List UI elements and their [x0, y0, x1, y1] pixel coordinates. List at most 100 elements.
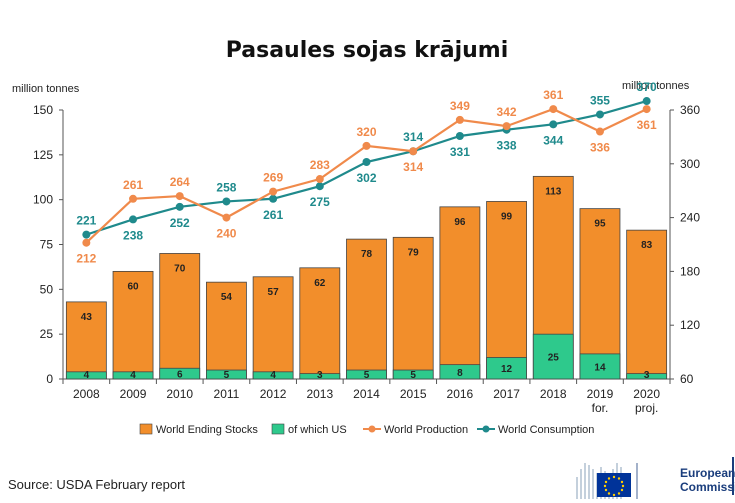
consumption-point	[595, 110, 604, 119]
us-bar	[579, 353, 621, 380]
stock-bar	[299, 267, 341, 380]
us-bar	[486, 357, 527, 380]
eu-stars-icon	[603, 475, 625, 497]
chart-title: Pasaules sojas krājumi	[226, 38, 509, 63]
consumption-point	[549, 120, 558, 129]
consumption-point	[269, 194, 278, 203]
consumption-point-label: 252	[170, 216, 190, 230]
stock-bar	[626, 229, 668, 380]
stock-bar	[439, 206, 481, 380]
production-point-label: 261	[123, 178, 143, 192]
consumption-point-label: 370	[637, 80, 657, 94]
production-point-label: 283	[310, 158, 330, 172]
us-bar-label: 4	[130, 370, 136, 381]
legend-label: World Ending Stocks	[156, 424, 258, 436]
us-bar-label: 3	[644, 370, 650, 381]
us-bar	[299, 373, 341, 380]
production-point-label: 336	[590, 141, 610, 155]
stock-bar-label: 95	[594, 219, 606, 230]
x-tick-label: 2014	[353, 387, 380, 401]
consumption-point	[315, 182, 324, 191]
production-point	[175, 192, 184, 201]
consumption-point	[129, 215, 138, 224]
x-tick-label: 2010	[166, 387, 193, 401]
x-tick-label: 2013	[306, 387, 333, 401]
consumption-point-label: 302	[356, 171, 376, 185]
legend-label: World Production	[384, 424, 468, 436]
left-tick-label: 75	[40, 238, 54, 252]
production-point-label: 212	[76, 252, 96, 266]
production-point	[455, 115, 464, 124]
us-bar	[65, 371, 107, 380]
us-bar-label: 5	[224, 370, 230, 381]
us-bar-label: 4	[84, 370, 90, 381]
production-point	[502, 122, 511, 131]
production-point	[549, 105, 558, 114]
right-tick-label: 120	[680, 318, 700, 332]
logo-line-2: Commission	[680, 480, 735, 494]
x-tick-label: 2019	[587, 387, 614, 401]
production-point	[642, 105, 651, 114]
stock-bar-label: 60	[127, 281, 139, 292]
logo-text: European Commission	[680, 466, 735, 494]
us-bar	[392, 369, 434, 380]
us-bar	[626, 373, 668, 380]
consumption-point-label: 331	[450, 145, 470, 159]
european-commission-logo	[576, 457, 734, 499]
stock-bar	[159, 253, 201, 380]
stock-bar-label: 43	[81, 312, 93, 323]
stock-bar-label: 70	[174, 263, 186, 274]
left-tick-label: 0	[46, 372, 53, 386]
us-bar-label: 5	[364, 370, 370, 381]
stock-bar-label: 62	[314, 278, 326, 289]
left-axis-unit: million tonnes	[12, 83, 80, 95]
stock-bar	[486, 201, 527, 380]
production-point-label: 361	[543, 88, 563, 102]
x-tick-label: 2008	[73, 387, 100, 401]
consumption-point	[175, 202, 184, 211]
us-bar	[346, 369, 387, 380]
consumption-point-label: 314	[403, 130, 423, 144]
consumption-point-label: 221	[76, 214, 96, 228]
stock-bar-label: 57	[268, 287, 280, 298]
legend-marker	[482, 425, 490, 433]
consumption-point	[455, 132, 464, 141]
us-bar	[252, 371, 294, 380]
consumption-point-label: 258	[216, 180, 236, 194]
stock-bar-label: 78	[361, 249, 373, 260]
legend-label: of which US	[288, 424, 347, 436]
stock-bar	[112, 270, 154, 380]
right-tick-label: 240	[680, 211, 700, 225]
x-tick-label: 2020	[633, 387, 660, 401]
stock-bar	[206, 281, 247, 380]
production-point-label: 342	[497, 105, 517, 119]
production-point-label: 349	[450, 99, 470, 113]
left-tick-label: 25	[40, 327, 54, 341]
right-axis-unit: million tonnes	[622, 80, 690, 92]
legend-swatch	[271, 423, 285, 435]
legend-swatch	[139, 423, 153, 435]
left-tick-label: 150	[33, 103, 53, 117]
right-tick-label: 360	[680, 103, 700, 117]
x-tick-label: 2012	[260, 387, 287, 401]
x-tick-label: for.	[592, 401, 609, 415]
us-bar-label: 25	[548, 353, 560, 364]
us-bar-label: 5	[410, 370, 416, 381]
x-tick-label: 2009	[120, 387, 147, 401]
production-point	[315, 175, 324, 184]
consumption-point	[222, 197, 231, 206]
consumption-point	[362, 158, 371, 167]
production-point-label: 314	[403, 160, 423, 174]
us-bar	[532, 333, 574, 380]
consumption-point-label: 261	[263, 208, 283, 222]
production-point-label: 269	[263, 171, 283, 185]
production-point	[595, 127, 604, 136]
x-tick-label: proj.	[635, 401, 658, 415]
consumption-point-label: 355	[590, 93, 610, 107]
legend-marker	[368, 425, 376, 433]
production-point	[222, 213, 231, 222]
stock-bar-label: 79	[408, 247, 420, 258]
legend-label: World Consumption	[498, 424, 594, 436]
